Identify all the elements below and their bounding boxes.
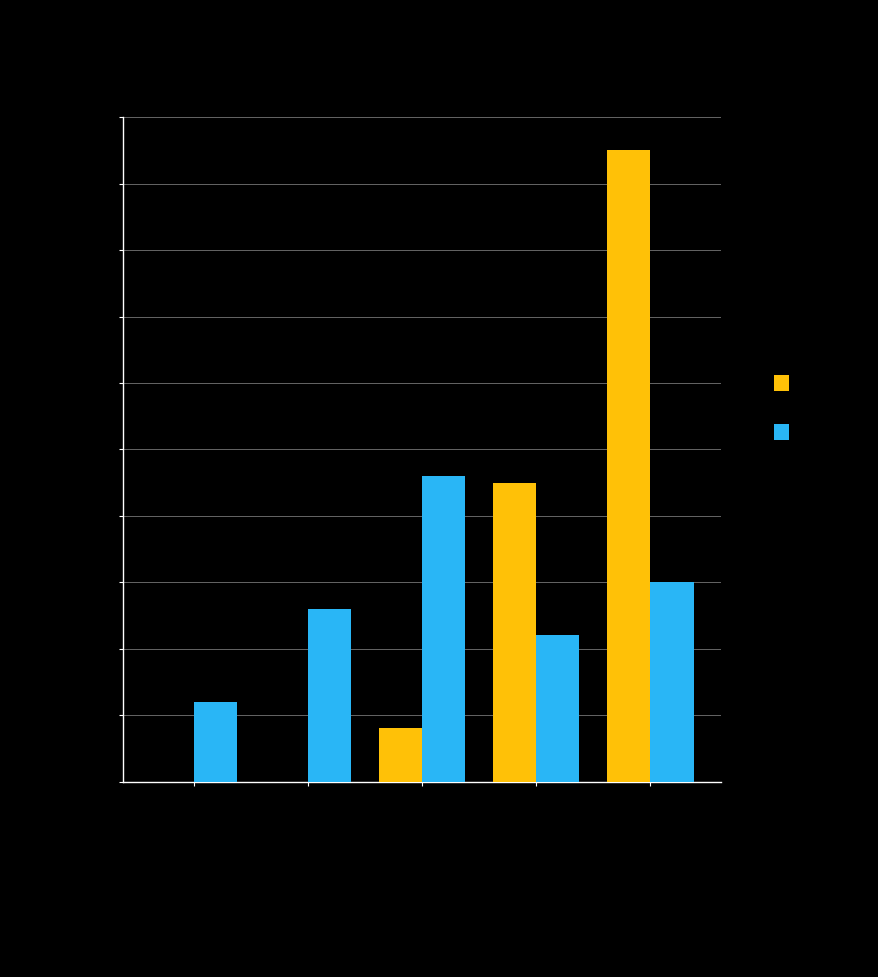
- Bar: [378, 729, 421, 782]
- Bar: [307, 609, 350, 782]
- Bar: [493, 483, 536, 782]
- Bar: [606, 150, 650, 782]
- Bar: [650, 582, 693, 782]
- Bar: [421, 476, 464, 782]
- Bar: [193, 701, 237, 782]
- Bar: [536, 635, 579, 782]
